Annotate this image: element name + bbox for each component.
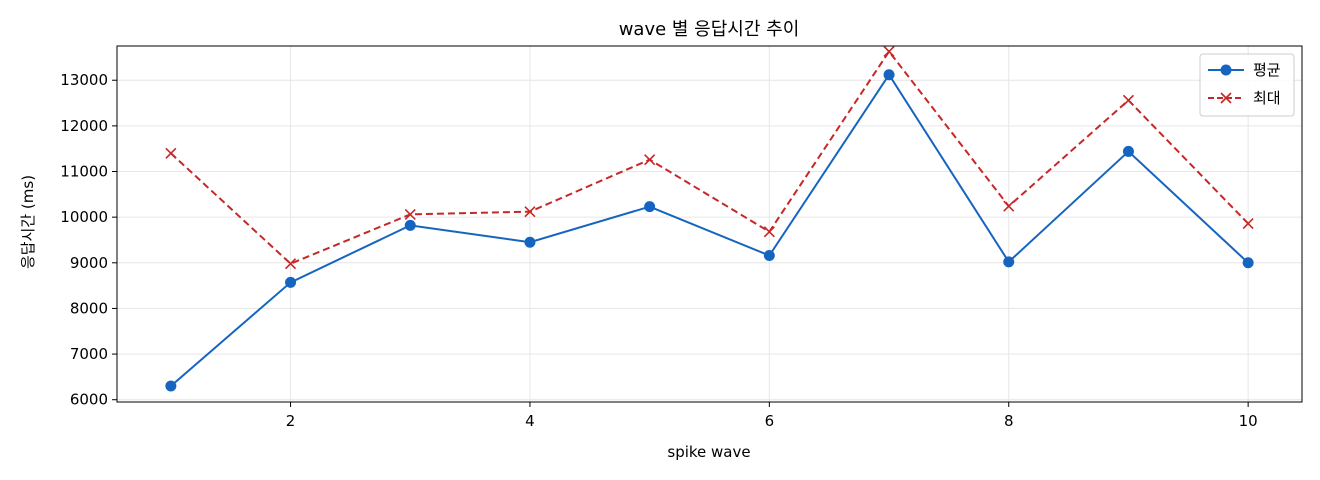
data-point bbox=[763, 249, 775, 261]
series-layer bbox=[165, 45, 1254, 392]
data-point bbox=[883, 45, 895, 58]
legend-label: 최대 bbox=[1253, 89, 1281, 107]
series-maximum bbox=[165, 45, 1254, 270]
x-tick-label: 6 bbox=[765, 412, 775, 430]
data-point bbox=[1220, 92, 1232, 104]
x-tick-label: 2 bbox=[286, 412, 296, 430]
chart-title: wave 별 응답시간 추이 bbox=[619, 19, 800, 40]
data-point bbox=[165, 380, 177, 392]
data-point bbox=[644, 201, 656, 213]
y-tick-label: 10000 bbox=[60, 208, 108, 226]
data-point bbox=[524, 206, 536, 218]
data-point bbox=[1122, 145, 1134, 157]
axes: 2 4 6 8 10 6000 7000 8000 9000 10000 11000 12000 130… bbox=[60, 71, 1257, 430]
data-point bbox=[285, 276, 297, 288]
data-point bbox=[524, 236, 536, 248]
x-tick-label: 10 bbox=[1239, 412, 1258, 430]
x-tick-label: 4 bbox=[525, 412, 535, 430]
y-tick-label: 9000 bbox=[70, 254, 108, 272]
series-average bbox=[165, 69, 1254, 392]
plot-area-frame bbox=[116, 45, 1303, 403]
y-tick-label: 12000 bbox=[60, 117, 108, 135]
y-tick-label: 8000 bbox=[70, 299, 108, 317]
data-point bbox=[1003, 256, 1015, 268]
y-tick-label: 7000 bbox=[70, 345, 108, 363]
legend-entry: 평균 bbox=[1208, 61, 1281, 79]
legend-label: 평균 bbox=[1253, 61, 1281, 79]
data-point bbox=[284, 258, 297, 270]
data-point bbox=[1122, 94, 1135, 106]
data-point bbox=[883, 69, 895, 81]
data-point bbox=[1242, 257, 1254, 269]
grid bbox=[117, 46, 1302, 402]
data-point bbox=[1220, 64, 1232, 76]
series-line bbox=[170, 72, 1249, 387]
data-point bbox=[644, 154, 656, 166]
data-point bbox=[404, 219, 416, 231]
y-tick-label: 6000 bbox=[70, 391, 108, 409]
y-tick-label: 13000 bbox=[60, 71, 108, 89]
data-point bbox=[165, 147, 177, 159]
x-axis-label: spike wave bbox=[667, 443, 750, 461]
data-point bbox=[1242, 217, 1254, 230]
legend-entry: 최대 bbox=[1208, 89, 1281, 107]
y-tick-label: 11000 bbox=[60, 163, 108, 181]
x-tick-label: 8 bbox=[1004, 412, 1014, 430]
y-axis-label: 응답시간 (ms) bbox=[19, 175, 37, 269]
data-point bbox=[404, 208, 416, 220]
data-point bbox=[763, 226, 775, 238]
data-point bbox=[1003, 200, 1015, 212]
